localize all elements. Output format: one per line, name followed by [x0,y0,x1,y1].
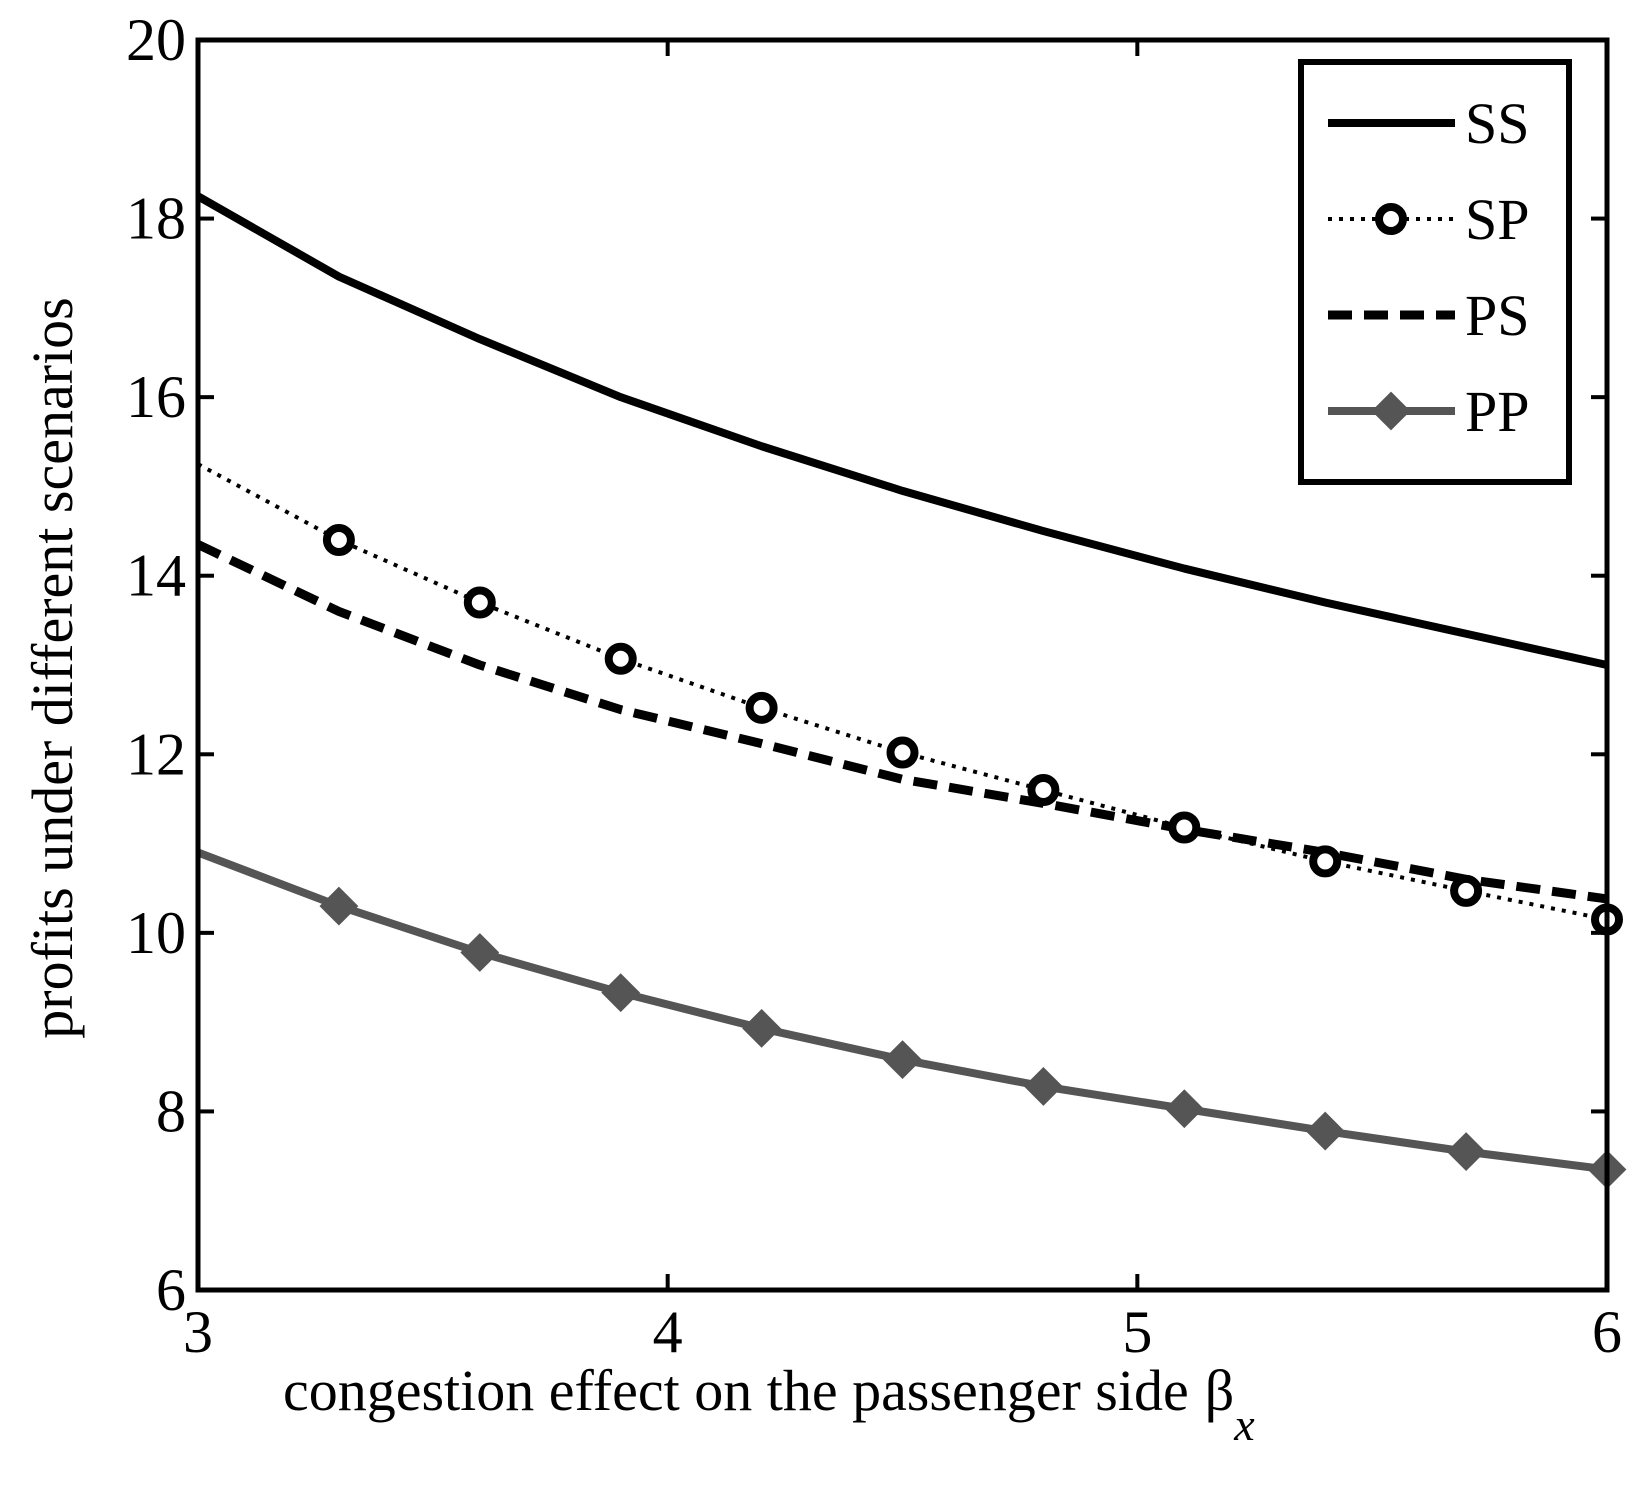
legend: SS SP PS PP [1298,59,1572,485]
series-ss [196,192,1608,669]
series-pp-line [196,848,1608,1174]
y-tick-label: 16 [126,364,186,430]
legend-item-sp: SP [1328,187,1530,252]
x-tick-label: 4 [653,1299,683,1365]
legend-item-ps: PS [1328,283,1530,348]
x-axis-title-symbol: β [1205,1358,1235,1423]
y-tick-label: 10 [126,900,186,966]
legend-label-sp: SP [1465,187,1530,252]
legend-label-pp: PP [1465,379,1530,444]
x-axis-title: congestion effect on the passenger side β… [283,1358,1255,1450]
plot-frame [195,37,1610,1293]
x-tick-label: 6 [1592,1299,1622,1365]
x-tick-label: 3 [183,1299,213,1365]
series-pp-point [883,1040,922,1080]
series-sp-line [197,462,1608,922]
series-sp-point [1450,874,1483,907]
series-pp-point [1446,1132,1486,1172]
series-pp-point [742,1008,782,1048]
legend-item-ss: SS [1328,91,1530,156]
y-tick-label: 20 [126,7,186,73]
legend-item-pp: PP [1328,379,1530,444]
series-sp-point [463,586,496,619]
legend-label-ss: SS [1465,91,1530,156]
series-sp-point [1168,811,1201,844]
x-axis-title-subscript: x [1233,1399,1255,1450]
series-sp-point [886,736,919,769]
series-pp [196,848,1627,1189]
series-pp-point [1305,1111,1345,1151]
y-tick-label: 14 [126,543,186,609]
legend-marker-pp [1371,391,1411,431]
series-pp-point [460,933,500,972]
y-axis-title: profits under different scenarios [20,297,85,1038]
series-pp-point [601,973,641,1013]
series-sp-point [1027,774,1060,806]
series-ss-line [196,192,1608,669]
series-ps [196,540,1608,904]
series-sp-point [1309,845,1342,878]
y-tick-label: 8 [156,1078,186,1144]
series-pp-point [1164,1089,1204,1129]
series-sp-point [322,524,355,556]
legend-label-ps: PS [1465,283,1530,348]
series-pp-point [319,886,359,926]
series-sp-point [604,642,637,675]
legend-marker-sp [1375,203,1407,235]
series-sp-point [745,691,778,724]
y-tick-label: 12 [126,721,186,787]
y-tick-label: 6 [156,1257,186,1323]
y-tick-label: 18 [126,186,186,252]
series-sp [197,462,1623,936]
series-layer [196,192,1627,1189]
x-axis-title-text: congestion effect on the passenger side [283,1358,1189,1423]
x-tick-label: 5 [1122,1299,1152,1365]
series-pp-point [1023,1067,1063,1106]
series-ps-line [196,540,1608,904]
legend-items: SS SP PS PP [1328,91,1530,444]
